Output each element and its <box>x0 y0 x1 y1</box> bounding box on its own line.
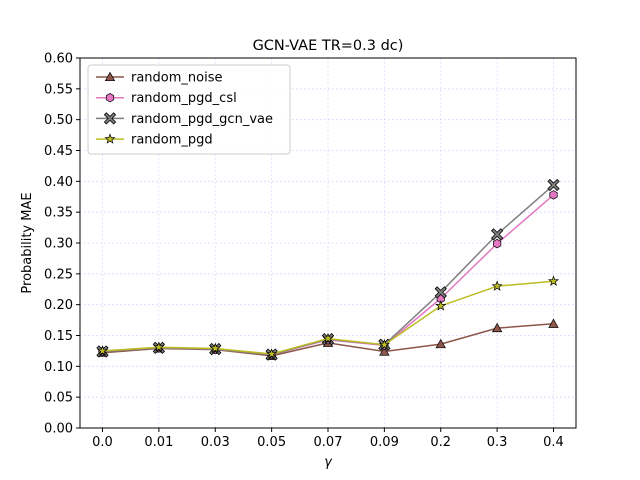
y-axis-ticks: 0.00 0.05 0.10 0.15 0.20 0.25 0.30 0.35 0.40 0.45… <box>44 52 80 437</box>
y-tick-label: 0.30 <box>44 237 73 252</box>
chart-title: GCN-VAE TR=0.3 dc) <box>253 38 404 54</box>
data-point-marker <box>435 300 447 311</box>
x-tick-label: 0.2 <box>430 435 451 450</box>
x-tick-label: 0.0 <box>92 435 113 450</box>
x-tick-label: 0.03 <box>201 435 230 450</box>
x-tick-label: 0.01 <box>144 435 173 450</box>
legend-marker <box>105 92 115 103</box>
data-point-marker <box>547 275 560 286</box>
series-random-pgd <box>96 275 560 359</box>
data-point-marker <box>322 332 334 344</box>
data-point-marker <box>266 348 278 359</box>
data-point-marker <box>491 322 503 333</box>
y-tick-label: 0.15 <box>44 329 73 344</box>
legend-entry: random_noise <box>96 71 223 86</box>
data-point-marker <box>547 178 560 192</box>
y-tick-label: 0.25 <box>44 267 73 282</box>
y-tick-label: 0.45 <box>44 144 73 159</box>
data-point-marker <box>434 286 447 299</box>
legend-marker <box>104 133 116 144</box>
y-tick-label: 0.00 <box>44 422 73 437</box>
y-tick-label: 0.10 <box>44 360 73 375</box>
x-tick-label: 0.09 <box>370 435 399 450</box>
data-point-marker <box>378 338 390 350</box>
legend-label: random_noise <box>131 71 223 86</box>
legend-marker <box>104 71 116 82</box>
data-point-marker <box>549 190 558 200</box>
legend-label: random_pgd_gcn_vae <box>131 112 273 127</box>
legend-label: random_pgd <box>131 133 213 148</box>
x-axis-ticks: 0.0 0.01 0.03 0.05 0.07 0.09 0.2 0.3 0.4 <box>92 428 564 450</box>
legend-entry: random_pgd_gcn_vae <box>96 112 273 127</box>
y-tick-label: 0.55 <box>44 82 73 97</box>
data-point-marker <box>209 342 221 354</box>
data-point-marker <box>379 346 390 356</box>
series-layer <box>96 178 560 361</box>
legend: random_noise random_pgd_csl random_pgd_gcn… <box>87 64 291 155</box>
data-point-marker <box>490 228 504 241</box>
legend-marker <box>103 112 117 125</box>
data-point-marker <box>548 318 559 328</box>
y-tick-label: 0.05 <box>44 391 73 406</box>
y-tick-label: 0.50 <box>44 113 73 128</box>
x-tick-label: 0.07 <box>314 435 343 450</box>
x-axis-label: γ <box>324 455 333 470</box>
y-tick-label: 0.35 <box>44 206 73 221</box>
legend-label: random_pgd_csl <box>131 91 237 106</box>
y-tick-label: 0.60 <box>44 52 73 67</box>
data-point-marker <box>491 280 503 291</box>
data-point-marker <box>493 238 502 249</box>
legend-entry: random_pgd_csl <box>96 91 237 106</box>
legend-entry: random_pgd <box>96 133 213 148</box>
x-tick-label: 0.3 <box>487 435 508 450</box>
data-point-marker <box>435 338 446 349</box>
x-tick-label: 0.4 <box>543 435 564 450</box>
y-tick-label: 0.40 <box>44 175 73 190</box>
data-point-marker <box>153 341 165 352</box>
y-tick-label: 0.20 <box>44 298 73 313</box>
x-tick-label: 0.05 <box>257 435 286 450</box>
y-axis-label: Probability MAE <box>20 192 35 293</box>
data-point-marker <box>96 345 109 356</box>
legend-box <box>87 64 291 155</box>
